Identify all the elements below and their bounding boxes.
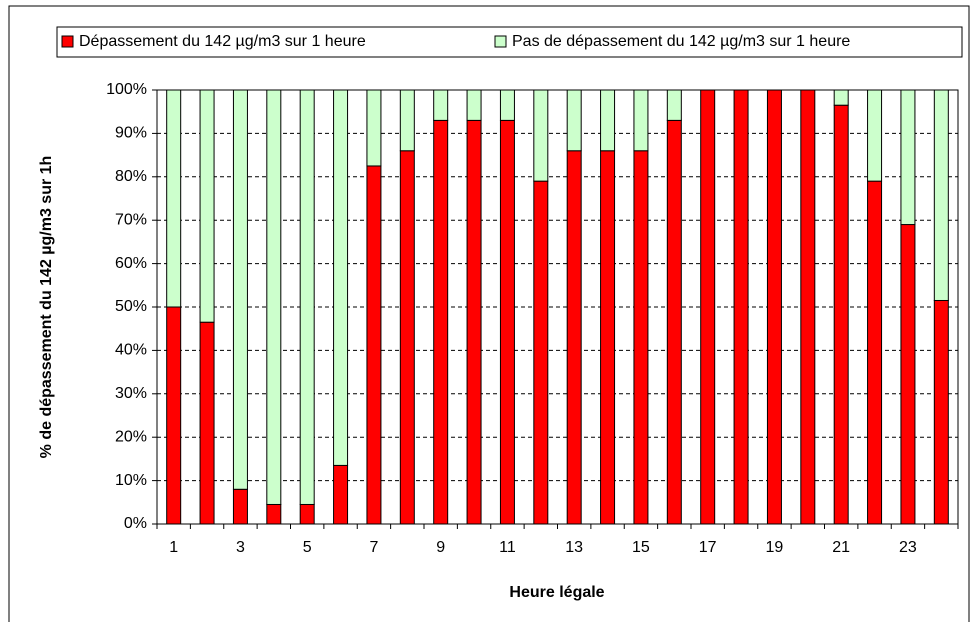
bar: [333, 464, 349, 525]
bar: [499, 119, 515, 525]
bar: [299, 89, 315, 505]
bar: [933, 89, 949, 301]
y-tick-label: 90%: [115, 125, 147, 142]
bar: [633, 89, 649, 152]
bar: [466, 119, 482, 525]
x-tick-label: 13: [565, 539, 583, 556]
bar: [900, 89, 916, 226]
y-tick-label: 70%: [115, 211, 147, 228]
x-tick-label: 15: [632, 539, 650, 556]
x-tick-label: 17: [699, 539, 717, 556]
legend-box: [56, 26, 963, 58]
x-tick-label: 9: [436, 539, 445, 556]
y-tick-label: 60%: [115, 255, 147, 272]
y-tick-label: 80%: [115, 168, 147, 185]
bar: [900, 224, 916, 525]
bar: [232, 488, 248, 525]
bar: [366, 89, 382, 167]
bar: [933, 299, 949, 525]
bar: [533, 89, 549, 182]
legend-swatch: [494, 35, 507, 48]
bar: [533, 180, 549, 525]
x-tick-label: 19: [766, 539, 784, 556]
bar: [666, 89, 682, 121]
bar: [499, 89, 515, 121]
bar: [166, 306, 182, 525]
bar: [299, 503, 315, 525]
bar: [366, 165, 382, 525]
legend-swatch: [61, 35, 74, 48]
legend-label: Dépassement du 142 µg/m3 sur 1 heure: [79, 33, 366, 50]
x-tick-label: 7: [369, 539, 378, 556]
bar: [766, 89, 782, 525]
x-tick-label: 21: [832, 539, 850, 556]
y-tick-label: 100%: [106, 81, 147, 98]
bar: [600, 150, 616, 525]
bar: [433, 89, 449, 121]
x-tick-label: 3: [236, 539, 245, 556]
chart-border: [8, 5, 970, 622]
bar: [867, 180, 883, 525]
bar: [166, 89, 182, 308]
x-tick-label: 5: [303, 539, 312, 556]
bar: [833, 89, 849, 106]
y-axis-title: % de dépassement du 142 µg/m3 sur 1h: [38, 156, 55, 459]
y-tick-label: 0%: [124, 515, 147, 532]
bar: [633, 150, 649, 525]
bar: [199, 321, 215, 525]
y-tick-label: 20%: [115, 428, 147, 445]
bar: [333, 89, 349, 466]
legend-label: Pas de dépassement du 142 µg/m3 sur 1 he…: [512, 33, 850, 50]
bar: [199, 89, 215, 323]
y-tick-label: 10%: [115, 472, 147, 489]
bar: [433, 119, 449, 525]
bar: [266, 503, 282, 525]
x-tick-label: 1: [169, 539, 178, 556]
bar: [566, 150, 582, 525]
x-tick-label: 11: [499, 539, 516, 556]
bar: [833, 104, 849, 525]
bar: [466, 89, 482, 121]
bar: [399, 89, 415, 152]
y-tick-label: 50%: [115, 298, 147, 315]
bar: [266, 89, 282, 505]
bar: [232, 89, 248, 490]
x-axis-title: Heure légale: [509, 584, 604, 601]
y-tick-label: 40%: [115, 342, 147, 359]
bar: [733, 89, 749, 525]
bar: [600, 89, 616, 152]
bar: [867, 89, 883, 182]
bar: [666, 119, 682, 525]
y-tick-label: 30%: [115, 385, 147, 402]
bar: [399, 150, 415, 525]
bar: [566, 89, 582, 152]
x-tick-label: 23: [899, 539, 917, 556]
bar: [800, 89, 816, 525]
bar: [700, 89, 716, 525]
